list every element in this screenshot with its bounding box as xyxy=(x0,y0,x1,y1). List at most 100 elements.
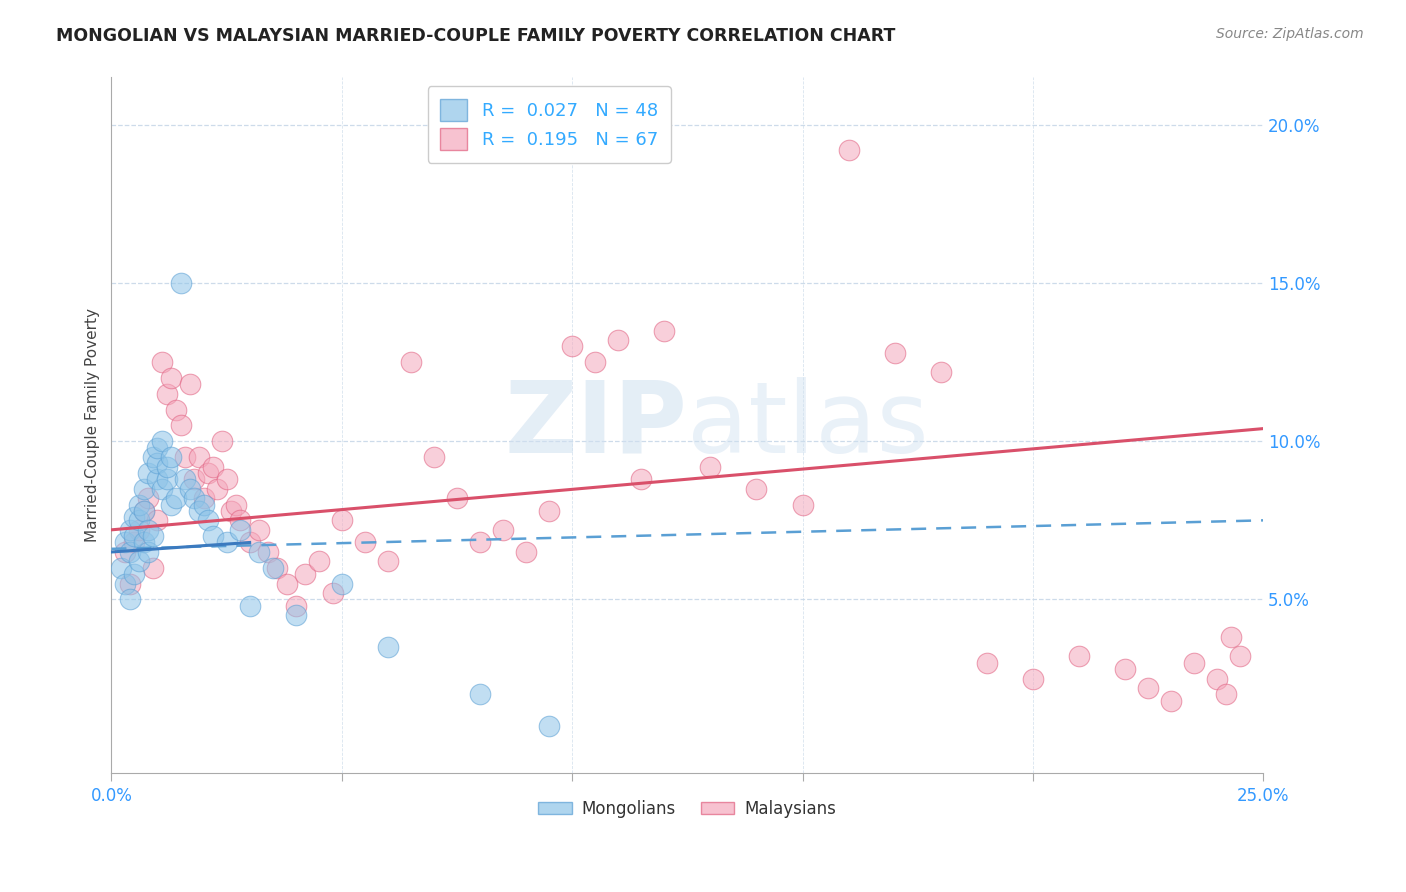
Point xyxy=(1160,694,1182,708)
Point xyxy=(929,365,952,379)
Point xyxy=(136,523,159,537)
Point xyxy=(146,513,169,527)
Point xyxy=(124,510,146,524)
Point xyxy=(1137,681,1160,695)
Point xyxy=(150,482,173,496)
Point xyxy=(1067,649,1090,664)
Point xyxy=(1229,649,1251,664)
Point xyxy=(165,491,187,506)
Legend: Mongolians, Malaysians: Mongolians, Malaysians xyxy=(531,793,844,824)
Point xyxy=(174,450,197,464)
Point xyxy=(207,482,229,496)
Point xyxy=(294,567,316,582)
Point xyxy=(136,491,159,506)
Point xyxy=(399,355,422,369)
Point xyxy=(128,554,150,568)
Point xyxy=(174,472,197,486)
Point xyxy=(284,599,307,613)
Point xyxy=(110,561,132,575)
Point xyxy=(308,554,330,568)
Point xyxy=(165,402,187,417)
Point xyxy=(132,504,155,518)
Y-axis label: Married-Couple Family Poverty: Married-Couple Family Poverty xyxy=(86,309,100,542)
Point xyxy=(160,371,183,385)
Point xyxy=(225,498,247,512)
Point xyxy=(468,535,491,549)
Point xyxy=(1220,631,1243,645)
Point xyxy=(247,523,270,537)
Point xyxy=(976,656,998,670)
Point xyxy=(114,576,136,591)
Point xyxy=(284,608,307,623)
Point xyxy=(128,523,150,537)
Point xyxy=(142,529,165,543)
Point xyxy=(150,434,173,449)
Point xyxy=(118,545,141,559)
Point xyxy=(136,466,159,480)
Point xyxy=(322,586,344,600)
Point xyxy=(132,504,155,518)
Point xyxy=(136,545,159,559)
Point xyxy=(215,472,238,486)
Point xyxy=(128,513,150,527)
Point xyxy=(745,482,768,496)
Point xyxy=(114,545,136,559)
Point xyxy=(146,472,169,486)
Point xyxy=(169,418,191,433)
Point xyxy=(124,535,146,549)
Point xyxy=(201,459,224,474)
Point xyxy=(239,535,262,549)
Point xyxy=(538,719,561,733)
Point xyxy=(883,345,905,359)
Point xyxy=(1114,662,1136,676)
Point xyxy=(423,450,446,464)
Point xyxy=(142,450,165,464)
Point xyxy=(160,498,183,512)
Point xyxy=(142,561,165,575)
Point xyxy=(654,324,676,338)
Point xyxy=(257,545,280,559)
Point xyxy=(377,554,399,568)
Text: atlas: atlas xyxy=(688,377,929,474)
Point xyxy=(156,472,179,486)
Point xyxy=(150,355,173,369)
Point xyxy=(188,504,211,518)
Point xyxy=(353,535,375,549)
Point xyxy=(156,386,179,401)
Point xyxy=(247,545,270,559)
Point xyxy=(114,535,136,549)
Point xyxy=(160,450,183,464)
Point xyxy=(193,491,215,506)
Point xyxy=(197,513,219,527)
Point xyxy=(132,482,155,496)
Point xyxy=(699,459,721,474)
Point xyxy=(179,377,201,392)
Point xyxy=(118,523,141,537)
Point xyxy=(330,513,353,527)
Point xyxy=(219,504,242,518)
Point xyxy=(193,498,215,512)
Point xyxy=(1022,672,1045,686)
Point xyxy=(561,339,583,353)
Point xyxy=(183,491,205,506)
Point xyxy=(630,472,652,486)
Point xyxy=(446,491,468,506)
Point xyxy=(1182,656,1205,670)
Point xyxy=(838,143,860,157)
Point xyxy=(492,523,515,537)
Point xyxy=(792,498,814,512)
Point xyxy=(276,576,298,591)
Point xyxy=(169,276,191,290)
Point xyxy=(1215,687,1237,701)
Point xyxy=(1206,672,1229,686)
Point xyxy=(128,498,150,512)
Point xyxy=(583,355,606,369)
Point xyxy=(179,482,201,496)
Point xyxy=(201,529,224,543)
Point xyxy=(146,457,169,471)
Point xyxy=(124,529,146,543)
Point xyxy=(538,504,561,518)
Point xyxy=(330,576,353,591)
Point xyxy=(183,472,205,486)
Point xyxy=(118,592,141,607)
